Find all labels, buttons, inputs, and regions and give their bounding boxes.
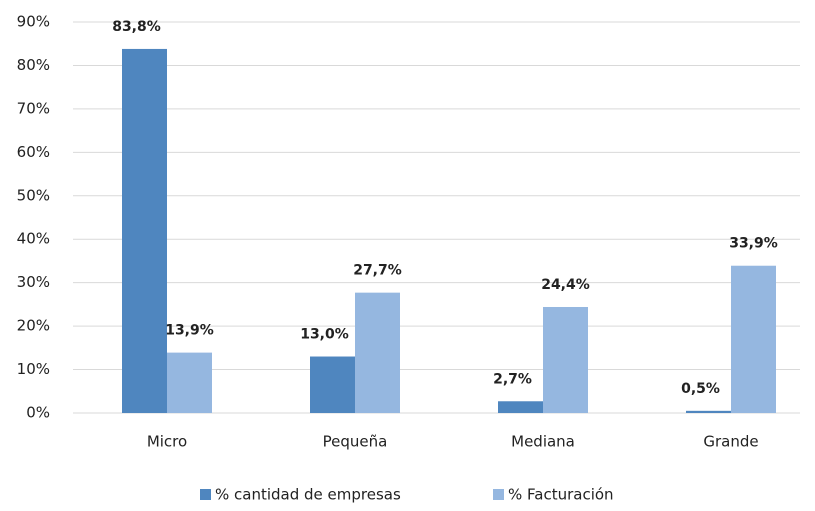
data-label: 13,0%: [300, 327, 349, 343]
y-tick-label: 60%: [17, 143, 50, 161]
data-label: 33,9%: [729, 236, 778, 252]
y-tick-label: 10%: [17, 360, 50, 378]
legend-swatch: [493, 489, 504, 500]
x-tick-label: Pequeña: [323, 433, 388, 451]
y-tick-label: 70%: [17, 99, 50, 117]
bar: [310, 356, 355, 413]
x-tick-label: Micro: [147, 433, 187, 451]
bar: [543, 306, 588, 413]
y-tick-label: 80%: [17, 56, 50, 74]
data-label: 24,4%: [541, 277, 590, 293]
data-label: 83,8%: [112, 19, 161, 35]
y-tick-label: 40%: [17, 230, 50, 248]
data-label: 2,7%: [493, 371, 532, 387]
y-tick-label: 0%: [26, 404, 50, 422]
x-tick-label: Grande: [703, 433, 758, 451]
bar: [167, 352, 212, 413]
y-tick-label: 90%: [17, 13, 50, 31]
y-tick-label: 20%: [17, 317, 50, 335]
bar: [355, 292, 400, 413]
y-tick-label: 30%: [17, 273, 50, 291]
legend-label: % cantidad de empresas: [215, 486, 401, 504]
bar: [122, 48, 167, 414]
legend-label: % Facturación: [508, 486, 614, 504]
data-label: 27,7%: [353, 263, 402, 279]
data-label: 13,9%: [165, 323, 214, 339]
bar: [498, 401, 543, 413]
x-tick-label: Mediana: [511, 433, 575, 451]
legend-swatch: [200, 489, 211, 500]
y-tick-label: 50%: [17, 186, 50, 204]
bar: [731, 265, 776, 413]
data-label: 0,5%: [681, 381, 720, 397]
bar: [686, 410, 731, 413]
